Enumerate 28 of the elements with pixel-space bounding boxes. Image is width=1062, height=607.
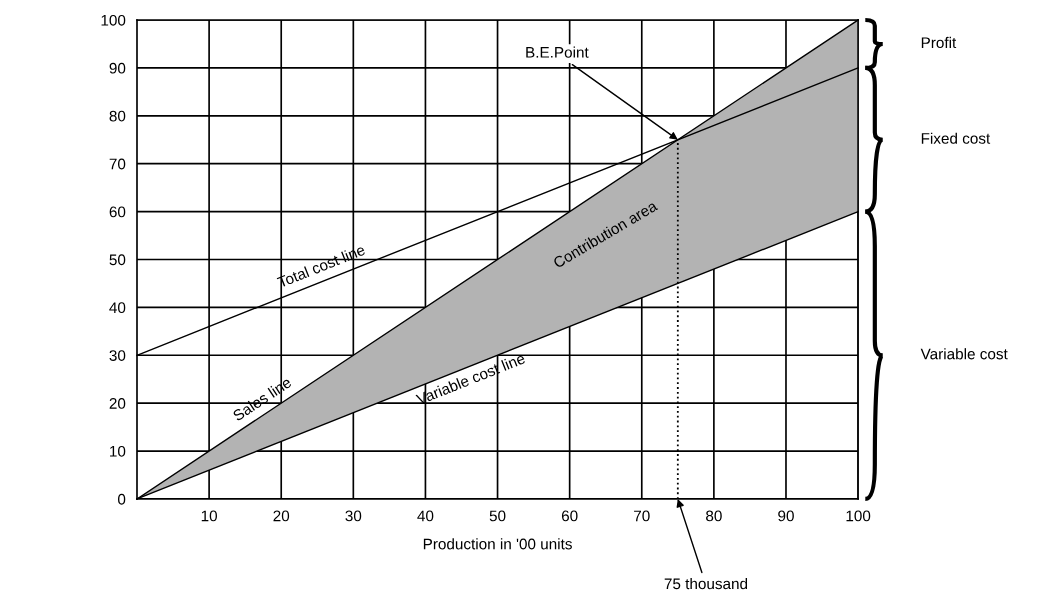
text: Profit	[921, 36, 957, 49]
y-tick-label: 100	[101, 14, 126, 26]
text: Fixed cost	[921, 132, 991, 144]
y-tick-label: 30	[109, 350, 126, 361]
y-tick-label: 60	[109, 206, 126, 218]
x-tick-label: 40	[417, 510, 434, 522]
annotation: B.E.Point	[526, 46, 589, 58]
x-tick-label: 50	[489, 510, 506, 522]
x-tick-label: 20	[273, 510, 290, 522]
text: Variable cost line	[415, 352, 526, 406]
annotation: 75 thousand	[664, 577, 748, 590]
y-tick-label: 20	[109, 398, 126, 409]
x-tick-label: 70	[634, 510, 650, 522]
x-axis-title: Production in '00 units	[423, 538, 572, 550]
y-tick-label: 80	[109, 110, 126, 122]
x-tick-label: 80	[706, 510, 722, 522]
text: Variable cost	[920, 348, 1008, 360]
y-tick-label: 0	[117, 493, 126, 505]
x-tick-label: 100	[846, 510, 871, 522]
y-tick-label: 10	[110, 445, 126, 457]
y-tick-label: 50	[109, 254, 126, 266]
y-tick-label: 70	[109, 158, 126, 170]
x-tick-label: 10	[201, 510, 218, 522]
x-tick-label: 90	[778, 510, 794, 522]
x-tick-label: 30	[345, 510, 362, 522]
x-tick-label: 60	[561, 510, 578, 522]
y-tick-label: 90	[109, 62, 126, 74]
y-tick-label: 40	[109, 302, 126, 314]
